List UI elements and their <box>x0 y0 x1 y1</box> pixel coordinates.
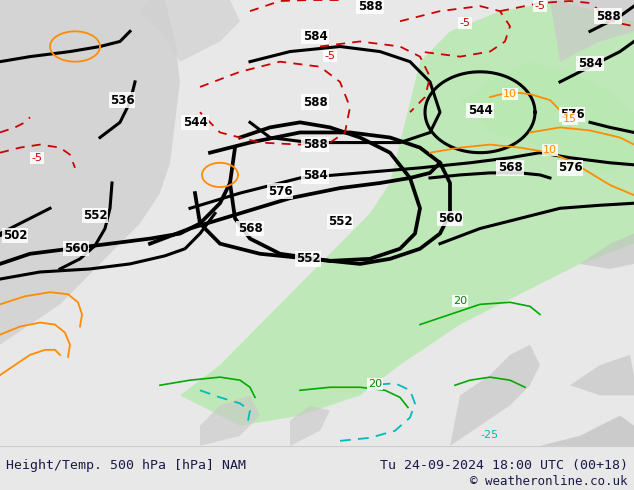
Text: 584: 584 <box>578 57 602 70</box>
Text: 15: 15 <box>563 114 577 124</box>
Text: 568: 568 <box>238 222 262 235</box>
Polygon shape <box>200 395 260 446</box>
Text: 576: 576 <box>268 185 292 197</box>
Text: 20: 20 <box>368 379 382 389</box>
Text: 10: 10 <box>503 89 517 99</box>
Text: 584: 584 <box>302 30 327 43</box>
Text: 20: 20 <box>453 296 467 306</box>
Text: -5: -5 <box>460 18 470 28</box>
Text: 584: 584 <box>302 170 327 182</box>
Polygon shape <box>290 405 330 446</box>
Text: 576: 576 <box>560 108 585 121</box>
Text: 552: 552 <box>295 252 320 266</box>
Text: 568: 568 <box>498 161 522 174</box>
Text: Height/Temp. 500 hPa [hPa] NAM: Height/Temp. 500 hPa [hPa] NAM <box>6 459 247 472</box>
Text: 560: 560 <box>63 242 88 255</box>
Text: 544: 544 <box>183 116 207 129</box>
Text: 588: 588 <box>302 138 327 151</box>
Polygon shape <box>540 416 634 446</box>
Polygon shape <box>460 62 634 173</box>
Polygon shape <box>0 0 180 345</box>
Polygon shape <box>180 1 634 426</box>
Text: -5: -5 <box>534 1 545 11</box>
Polygon shape <box>570 355 634 395</box>
Text: 544: 544 <box>468 104 493 117</box>
Text: 552: 552 <box>82 209 107 222</box>
Text: -5: -5 <box>32 153 42 163</box>
Polygon shape <box>140 0 240 62</box>
Text: 588: 588 <box>302 96 327 109</box>
Text: 560: 560 <box>437 212 462 225</box>
Text: 10: 10 <box>543 145 557 155</box>
Text: 588: 588 <box>595 10 621 23</box>
Text: © weatheronline.co.uk: © weatheronline.co.uk <box>470 475 628 488</box>
Text: 552: 552 <box>328 215 353 228</box>
Text: Tu 24-09-2024 18:00 UTC (00+18): Tu 24-09-2024 18:00 UTC (00+18) <box>380 459 628 472</box>
Text: 502: 502 <box>3 229 27 242</box>
Text: -5: -5 <box>325 50 335 61</box>
Polygon shape <box>550 0 634 62</box>
Text: 576: 576 <box>558 161 582 174</box>
Polygon shape <box>450 345 540 446</box>
Text: 588: 588 <box>358 0 382 13</box>
Text: -25: -25 <box>481 430 499 440</box>
Text: 536: 536 <box>110 94 134 107</box>
Polygon shape <box>580 234 634 269</box>
